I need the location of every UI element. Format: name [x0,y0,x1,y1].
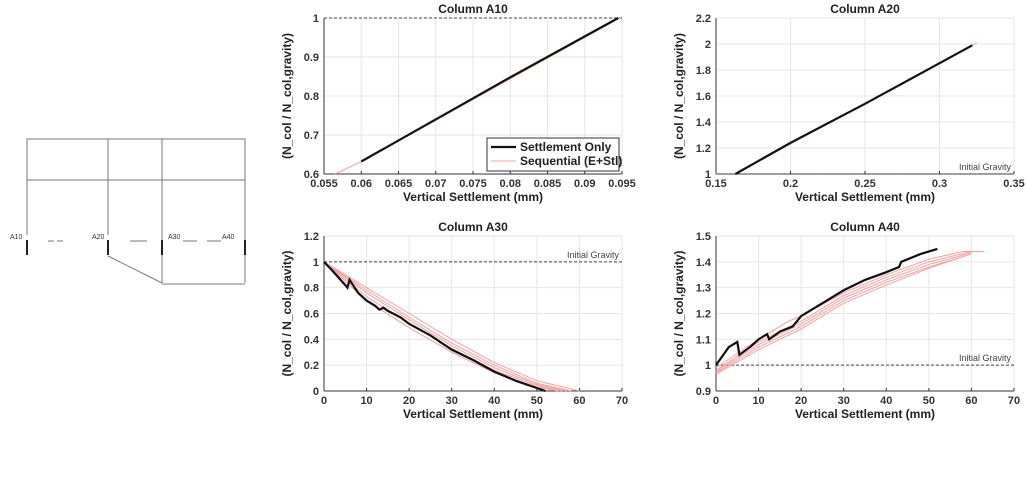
x-tick-label: 0.25 [854,178,875,190]
y-axis-label: (N_col / N_col,gravity) [672,250,686,376]
x-tick-label: 20 [403,395,415,407]
x-axis-label: Vertical Settlement (mm) [795,407,935,421]
x-tick-label: 0.35 [1003,178,1024,190]
x-tick-label: 70 [616,395,628,407]
y-tick-label: 0.9 [696,386,711,398]
x-tick-label: 20 [795,395,807,407]
frame-diagram [26,138,246,285]
chart-title: Column A30 [438,220,508,234]
series-settlement-line [734,44,973,175]
x-tick-label: 0.15 [705,178,726,190]
x-axis-label: Vertical Settlement (mm) [403,190,543,204]
series-sequential-line [715,251,985,369]
x-tick-label: 70 [1008,395,1020,407]
initial-gravity-label: Initial Gravity [567,250,620,260]
column-label: A20 [92,234,105,241]
series-sequential-line [323,261,567,392]
chart-column-a30: 0 10 20 30 40 50 60 70 0 0.2 0.4 0.6 0.8 1 1.2 Initial … [280,220,628,421]
series-sequential-line [715,256,964,375]
chart-title: Column A10 [438,2,508,16]
y-tick-label: 0.8 [304,91,319,103]
x-tick-label: 0.065 [385,178,413,190]
y-tick-label: 0.8 [304,283,319,295]
initial-gravity-label: Initial Gravity [959,353,1012,363]
x-tick-label: 0.055 [310,178,338,190]
y-axis-label: (N_col / N_col,gravity) [672,33,686,159]
x-tick-label: 0.3 [932,178,947,190]
series-settlement-line [323,261,546,393]
y-tick-label: 1.2 [304,231,319,243]
x-tick-label: 30 [838,395,850,407]
y-axis-label: (N_col / N_col,gravity) [280,250,294,376]
series-settlement-line [715,247,938,366]
y-tick-label: 1.2 [696,143,711,155]
x-tick-label: 40 [880,395,892,407]
x-tick-label: 0.07 [425,178,446,190]
y-tick-label: 1.1 [696,334,711,346]
series-sequential-line [715,253,972,374]
x-tick-label: 10 [752,395,764,407]
x-tick-label: 50 [531,395,543,407]
x-tick-label: 0.085 [534,178,562,190]
x-tick-label: 0.095 [608,178,636,190]
y-tick-label: 1 [313,257,319,269]
initial-gravity-label: Initial Gravity [959,162,1012,172]
x-tick-label: 0.06 [351,178,372,190]
x-tick-label: 0 [713,395,719,407]
column-label: A30 [168,234,181,241]
series-sequential-line [715,252,972,373]
x-tick-label: 0.2 [783,178,798,190]
chart-title: Column A20 [830,2,900,16]
y-tick-label: 0.2 [304,360,319,372]
y-tick-label: 1.6 [696,91,711,103]
diagram-labels: A10 A20 A30 A40 [10,234,235,241]
y-tick-label: 2 [705,39,711,51]
y-tick-label: 1.3 [696,283,711,295]
y-tick-label: 0.7 [304,130,319,142]
y-tick-label: 1 [705,360,711,372]
y-tick-label: 0 [313,386,319,398]
y-tick-label: 1.2 [696,309,711,321]
y-axis-label: (N_col / N_col,gravity) [280,33,294,159]
x-tick-label: 40 [488,395,500,407]
x-tick-label: 30 [446,395,458,407]
x-tick-label: 0.08 [500,178,521,190]
x-tick-label: 60 [965,395,977,407]
y-tick-label: 0.4 [304,334,320,346]
series-sequential-line [323,261,572,392]
x-tick-label: 50 [923,395,935,407]
y-tick-label: 1.8 [696,65,711,77]
series-sequential-line [323,261,580,392]
y-tick-label: 1.4 [696,117,712,129]
y-tick-label: 1.4 [696,257,712,269]
column-label: A40 [222,234,235,241]
legend-label: Settlement Only [520,140,612,154]
x-axis-label: Vertical Settlement (mm) [403,407,543,421]
x-tick-label: 60 [573,395,585,407]
x-tick-label: 0.075 [459,178,487,190]
y-tick-label: 1 [313,13,319,25]
y-tick-label: 0.9 [304,52,319,64]
y-tick-label: 2.2 [696,13,711,25]
chart-title: Column A40 [830,220,900,234]
x-tick-label: 10 [360,395,372,407]
column-label: A10 [10,234,23,241]
y-tick-label: 1.5 [696,231,711,243]
x-tick-label: 0 [321,395,327,407]
y-tick-label: 0.6 [304,169,319,181]
chart-column-a20: 0.15 0.2 0.25 0.3 0.35 1 1.2 1.4 1.6 1.8 2 2.2 Initi… [672,2,1025,204]
x-tick-label: 0.09 [574,178,595,190]
legend-label: Sequential (E+Stl) [520,154,622,168]
y-tick-label: 0.6 [304,309,319,321]
series-settlement-line [360,17,619,163]
series-sequential-line [715,251,972,371]
y-tick-label: 1 [705,169,711,181]
x-axis-label: Vertical Settlement (mm) [795,190,935,204]
chart-column-a40: 0 10 20 30 40 50 60 70 0.9 1 1.1 1.2 1.3 1.4 1.5 Initia… [672,220,1020,421]
chart-column-a10: 0.055 0.06 0.065 0.07 0.075 0.08 0.085 0.09 0.09… [280,2,636,204]
